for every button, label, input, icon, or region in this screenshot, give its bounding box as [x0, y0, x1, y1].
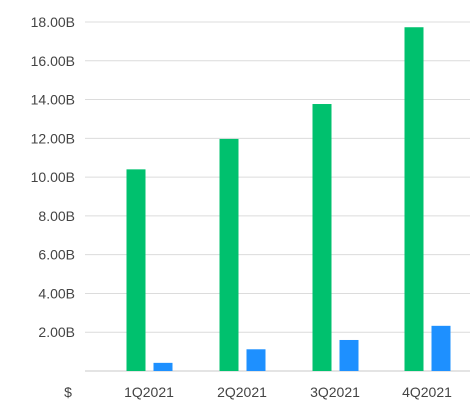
y-tick-label: 4.00B	[38, 285, 75, 301]
y-tick-label: 6.00B	[38, 247, 75, 263]
y-axis-unit-label: $	[64, 384, 72, 400]
bar-series-1-2Q2021	[219, 138, 239, 371]
bar-series-1-4Q2021	[404, 27, 424, 372]
y-axis-ticks: 2.00B 4.00B 6.00B 8.00B 10.00B 12.00B 14.00B 16…	[31, 14, 75, 340]
y-tick-label: 18.00B	[31, 14, 75, 30]
x-tick-label: 3Q2021	[310, 384, 360, 400]
bar-series-1-3Q2021	[312, 104, 332, 371]
x-tick-label: 4Q2021	[402, 384, 452, 400]
x-tick-label: 2Q2021	[217, 384, 267, 400]
x-tick-label: 1Q2021	[124, 384, 174, 400]
bars	[126, 27, 451, 372]
bar-series-2-3Q2021	[339, 339, 359, 371]
bar-series-2-4Q2021	[431, 325, 451, 371]
bar-series-2-2Q2021	[246, 349, 266, 371]
y-tick-label: 8.00B	[38, 208, 75, 224]
y-tick-label: 12.00B	[31, 130, 75, 146]
y-tick-label: 2.00B	[38, 324, 75, 340]
x-axis-ticks: 1Q2021 2Q2021 3Q2021 4Q2021	[124, 384, 452, 400]
y-tick-label: 16.00B	[31, 53, 75, 69]
bar-series-1-1Q2021	[126, 169, 146, 371]
y-tick-label: 10.00B	[31, 169, 75, 185]
bar-series-2-1Q2021	[153, 362, 173, 371]
y-tick-label: 14.00B	[31, 92, 75, 108]
gridlines	[85, 21, 470, 372]
